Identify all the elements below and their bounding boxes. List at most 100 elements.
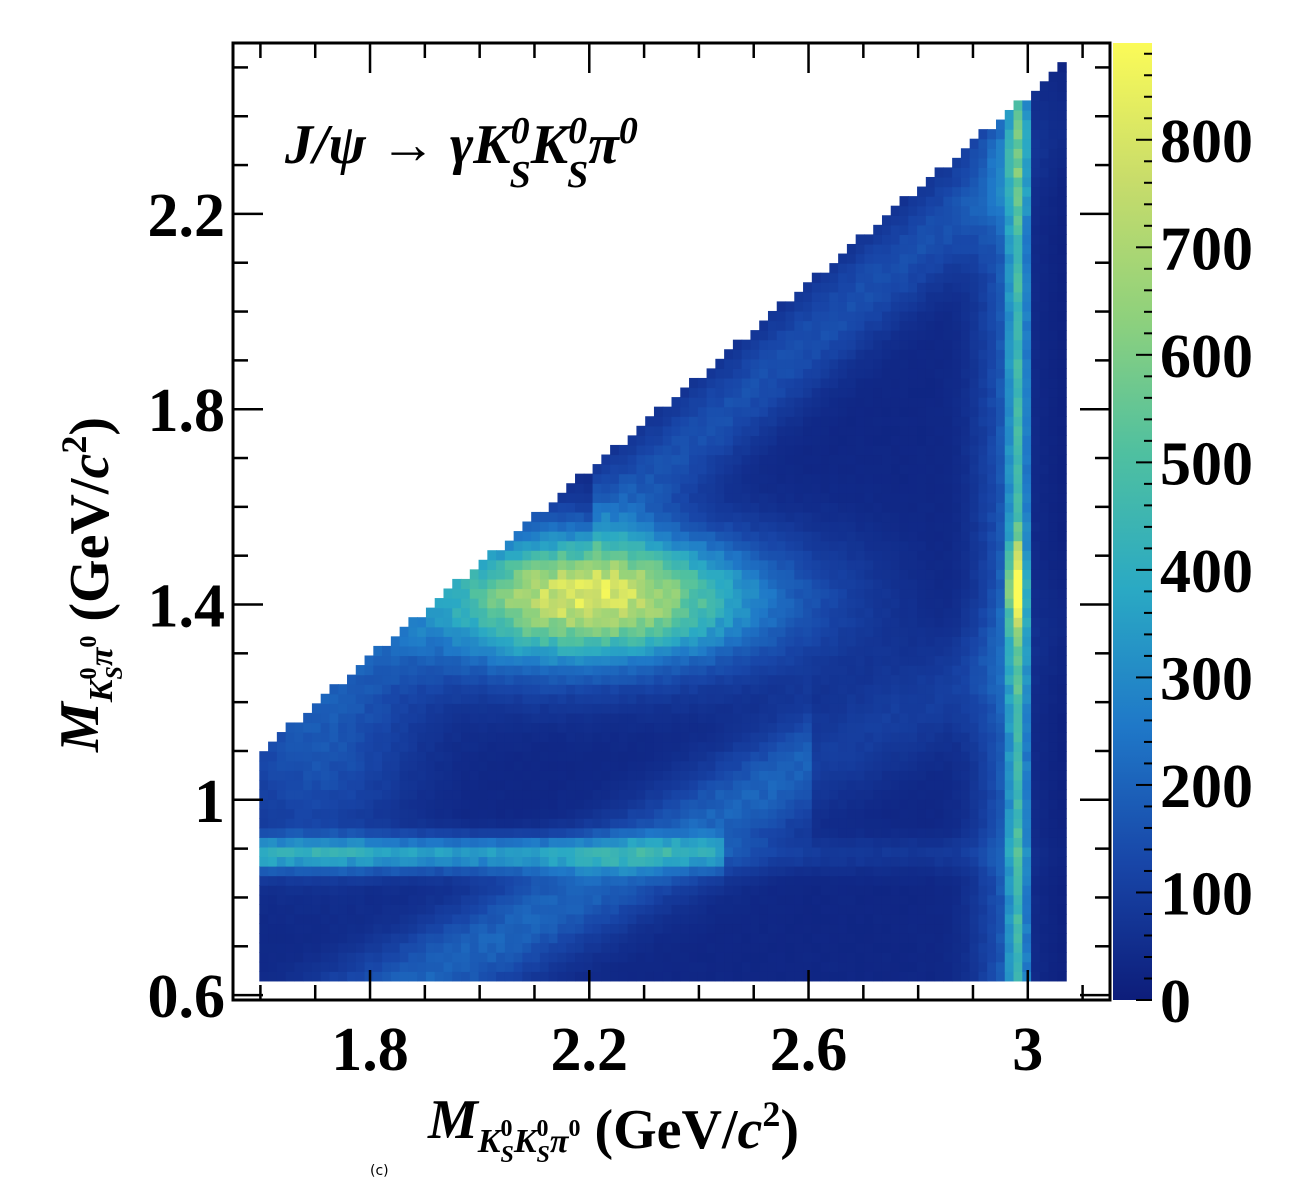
heat-cell xyxy=(539,674,550,685)
heat-cell xyxy=(855,607,866,618)
heat-cell xyxy=(487,942,497,953)
heat-cell xyxy=(908,760,918,771)
heat-cell xyxy=(320,866,331,877)
heat-cell xyxy=(908,799,918,810)
heat-cell xyxy=(943,933,953,944)
heat-cell xyxy=(531,894,541,905)
heat-cell xyxy=(987,397,997,408)
heat-cell xyxy=(785,703,795,714)
heat-cell xyxy=(803,827,813,838)
heat-cell xyxy=(873,818,883,829)
heat-cell xyxy=(881,626,892,637)
heat-cell xyxy=(583,483,594,494)
heat-cell xyxy=(978,904,988,915)
heat-cell xyxy=(995,320,1006,331)
heat-cell xyxy=(794,665,804,676)
heat-cell xyxy=(978,540,988,551)
heat-cell xyxy=(759,961,769,972)
heat-cell xyxy=(846,339,857,350)
heat-cell xyxy=(425,626,436,637)
heat-cell xyxy=(855,397,866,408)
heat-cell xyxy=(724,444,734,456)
heat-cell xyxy=(697,502,708,513)
heat-cell xyxy=(434,607,445,618)
heat-cell xyxy=(715,751,725,762)
heat-cell xyxy=(364,703,374,714)
heat-cell xyxy=(434,875,445,886)
heat-cell xyxy=(303,885,313,896)
heat-cell xyxy=(645,684,655,695)
heat-cell xyxy=(697,818,708,829)
heat-cell xyxy=(917,416,927,427)
heat-cell xyxy=(811,301,822,312)
heat-cell xyxy=(496,875,506,886)
heat-cell xyxy=(952,789,962,800)
heat-cell xyxy=(715,885,725,896)
heat-cell xyxy=(846,626,857,637)
heat-cell xyxy=(864,320,874,331)
heat-cell xyxy=(767,511,778,523)
heat-cell xyxy=(890,636,901,647)
heat-cell xyxy=(759,416,769,427)
heat-cell xyxy=(925,196,936,207)
heat-cell xyxy=(741,464,752,475)
heat-cell xyxy=(785,636,795,647)
heat-cell xyxy=(829,511,839,523)
heat-cell xyxy=(601,741,611,752)
heat-cell xyxy=(601,808,611,819)
heat-cell xyxy=(785,502,795,513)
heat-cell xyxy=(820,406,830,417)
heat-cell xyxy=(829,425,839,436)
heat-cell xyxy=(908,779,918,791)
heat-cell xyxy=(390,827,401,838)
heat-cell xyxy=(759,827,769,838)
heat-cell xyxy=(732,904,743,915)
heat-cell xyxy=(794,511,804,523)
heat-cell xyxy=(715,502,725,513)
heat-cell xyxy=(697,894,708,905)
heat-cell xyxy=(987,617,997,628)
heat-cell xyxy=(724,454,734,465)
heat-cell xyxy=(697,827,708,838)
heat-cell xyxy=(601,799,611,810)
heat-cell xyxy=(978,205,988,216)
heat-cell xyxy=(408,665,418,676)
heat-cell xyxy=(899,770,909,781)
heat-cell xyxy=(364,846,374,858)
heat-cell xyxy=(408,827,418,838)
heat-cell xyxy=(311,789,322,800)
heat-cell xyxy=(1004,559,1015,570)
heat-cell xyxy=(724,397,734,408)
heat-cell xyxy=(864,885,874,896)
heat-cell xyxy=(978,827,988,838)
heat-cell xyxy=(575,846,585,858)
heat-cell xyxy=(715,856,725,867)
heat-cell xyxy=(653,416,664,427)
heat-cell xyxy=(829,856,839,867)
heat-cell xyxy=(829,464,839,475)
heat-cell xyxy=(689,913,699,925)
heat-cell xyxy=(890,885,901,896)
heat-cell xyxy=(557,846,567,858)
heat-cell xyxy=(952,196,962,207)
heat-cell xyxy=(741,358,752,369)
heat-cell xyxy=(1004,846,1015,858)
heat-cell xyxy=(653,942,664,953)
heat-cell xyxy=(838,971,848,982)
heat-cell xyxy=(987,770,997,781)
heat-cell xyxy=(715,760,725,771)
heat-cell xyxy=(487,856,497,867)
heat-cell xyxy=(320,837,331,848)
heat-cell xyxy=(855,655,866,666)
heat-cell xyxy=(548,703,559,714)
heat-cell xyxy=(680,799,690,810)
heat-cell xyxy=(969,492,980,503)
heat-cell xyxy=(1004,722,1015,733)
heat-cell xyxy=(829,502,839,513)
heat-cell xyxy=(864,492,874,503)
heat-cell xyxy=(838,846,848,858)
heat-cell xyxy=(724,894,734,905)
heat-cell xyxy=(715,511,725,523)
heat-cell xyxy=(873,578,883,590)
heat-cell xyxy=(881,645,892,657)
